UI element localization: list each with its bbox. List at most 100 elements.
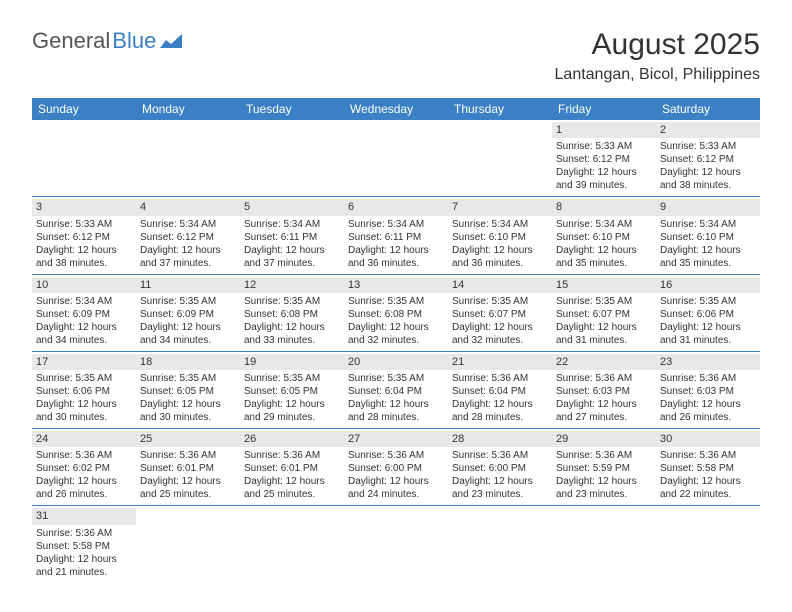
- daylight-line: Daylight: 12 hours and 31 minutes.: [556, 321, 652, 347]
- day-number: 25: [136, 431, 240, 447]
- day-number: 8: [552, 199, 656, 215]
- sunset-line: Sunset: 6:06 PM: [36, 385, 132, 398]
- day-cell: 25Sunrise: 5:36 AMSunset: 6:01 PMDayligh…: [136, 429, 240, 505]
- daylight-line: Daylight: 12 hours and 38 minutes.: [660, 166, 756, 192]
- daylight-line: Daylight: 12 hours and 31 minutes.: [660, 321, 756, 347]
- day-cell: 27Sunrise: 5:36 AMSunset: 6:00 PMDayligh…: [344, 429, 448, 505]
- day-cell: 3Sunrise: 5:33 AMSunset: 6:12 PMDaylight…: [32, 197, 136, 273]
- day-cell: 17Sunrise: 5:35 AMSunset: 6:06 PMDayligh…: [32, 352, 136, 428]
- day-number: 9: [656, 199, 760, 215]
- day-cell: 4Sunrise: 5:34 AMSunset: 6:12 PMDaylight…: [136, 197, 240, 273]
- sunset-line: Sunset: 6:08 PM: [244, 308, 340, 321]
- daylight-line: Daylight: 12 hours and 24 minutes.: [348, 475, 444, 501]
- day-number: 31: [32, 508, 136, 524]
- day-number: 22: [552, 354, 656, 370]
- daylight-line: Daylight: 12 hours and 33 minutes.: [244, 321, 340, 347]
- weekday-header: Thursday: [448, 98, 552, 120]
- day-number: 27: [344, 431, 448, 447]
- day-cell: 24Sunrise: 5:36 AMSunset: 6:02 PMDayligh…: [32, 429, 136, 505]
- sunrise-line: Sunrise: 5:35 AM: [348, 295, 444, 308]
- sunrise-line: Sunrise: 5:36 AM: [36, 449, 132, 462]
- empty-cell: [448, 506, 552, 582]
- sunrise-line: Sunrise: 5:33 AM: [556, 140, 652, 153]
- day-number: 7: [448, 199, 552, 215]
- daylight-line: Daylight: 12 hours and 37 minutes.: [244, 244, 340, 270]
- sunset-line: Sunset: 5:58 PM: [660, 462, 756, 475]
- daylight-line: Daylight: 12 hours and 27 minutes.: [556, 398, 652, 424]
- day-number: 17: [32, 354, 136, 370]
- empty-cell: [136, 506, 240, 582]
- day-cell: 30Sunrise: 5:36 AMSunset: 5:58 PMDayligh…: [656, 429, 760, 505]
- daylight-line: Daylight: 12 hours and 25 minutes.: [244, 475, 340, 501]
- daylight-line: Daylight: 12 hours and 21 minutes.: [36, 553, 132, 579]
- empty-cell: [656, 506, 760, 582]
- daylight-line: Daylight: 12 hours and 28 minutes.: [348, 398, 444, 424]
- sunset-line: Sunset: 5:58 PM: [36, 540, 132, 553]
- sunrise-line: Sunrise: 5:35 AM: [140, 295, 236, 308]
- sunset-line: Sunset: 6:09 PM: [36, 308, 132, 321]
- day-cell: 10Sunrise: 5:34 AMSunset: 6:09 PMDayligh…: [32, 275, 136, 351]
- sunrise-line: Sunrise: 5:35 AM: [140, 372, 236, 385]
- day-number: 11: [136, 277, 240, 293]
- day-number: 21: [448, 354, 552, 370]
- logo: General Blue: [32, 28, 182, 54]
- sunset-line: Sunset: 6:04 PM: [348, 385, 444, 398]
- sunrise-line: Sunrise: 5:34 AM: [140, 218, 236, 231]
- daylight-line: Daylight: 12 hours and 36 minutes.: [452, 244, 548, 270]
- daylight-line: Daylight: 12 hours and 34 minutes.: [140, 321, 236, 347]
- daylight-line: Daylight: 12 hours and 35 minutes.: [660, 244, 756, 270]
- sunrise-line: Sunrise: 5:35 AM: [452, 295, 548, 308]
- empty-cell: [240, 506, 344, 582]
- day-cell: 7Sunrise: 5:34 AMSunset: 6:10 PMDaylight…: [448, 197, 552, 273]
- sunrise-line: Sunrise: 5:36 AM: [452, 372, 548, 385]
- location-text: Lantangan, Bicol, Philippines: [555, 66, 760, 84]
- daylight-line: Daylight: 12 hours and 35 minutes.: [556, 244, 652, 270]
- daylight-line: Daylight: 12 hours and 22 minutes.: [660, 475, 756, 501]
- sunrise-line: Sunrise: 5:34 AM: [244, 218, 340, 231]
- sunset-line: Sunset: 6:07 PM: [556, 308, 652, 321]
- day-cell: 20Sunrise: 5:35 AMSunset: 6:04 PMDayligh…: [344, 352, 448, 428]
- day-cell: 12Sunrise: 5:35 AMSunset: 6:08 PMDayligh…: [240, 275, 344, 351]
- empty-cell: [448, 120, 552, 196]
- sunset-line: Sunset: 6:06 PM: [660, 308, 756, 321]
- sunset-line: Sunset: 6:12 PM: [140, 231, 236, 244]
- day-cell: 11Sunrise: 5:35 AMSunset: 6:09 PMDayligh…: [136, 275, 240, 351]
- day-number: 30: [656, 431, 760, 447]
- week-row: 17Sunrise: 5:35 AMSunset: 6:06 PMDayligh…: [32, 352, 760, 429]
- logo-text-general: General: [32, 28, 110, 54]
- sunset-line: Sunset: 6:10 PM: [660, 231, 756, 244]
- day-number: 4: [136, 199, 240, 215]
- day-number: 15: [552, 277, 656, 293]
- day-cell: 16 Sunrise: 5:35 AMSunset: 6:06 PMDayligh…: [656, 275, 760, 351]
- day-number: 18: [136, 354, 240, 370]
- day-cell: 2Sunrise: 5:33 AMSunset: 6:12 PMDaylight…: [656, 120, 760, 196]
- sunset-line: Sunset: 6:10 PM: [452, 231, 548, 244]
- day-number: 10: [32, 277, 136, 293]
- day-number: 6: [344, 199, 448, 215]
- weekday-header: Tuesday: [240, 98, 344, 120]
- day-number: 29: [552, 431, 656, 447]
- sunrise-line: Sunrise: 5:35 AM: [660, 295, 756, 308]
- day-cell: 5Sunrise: 5:34 AMSunset: 6:11 PMDaylight…: [240, 197, 344, 273]
- sunrise-line: Sunrise: 5:36 AM: [140, 449, 236, 462]
- sunrise-line: Sunrise: 5:36 AM: [556, 372, 652, 385]
- daylight-line: Daylight: 12 hours and 30 minutes.: [36, 398, 132, 424]
- daylight-line: Daylight: 12 hours and 26 minutes.: [660, 398, 756, 424]
- empty-cell: [136, 120, 240, 196]
- sunset-line: Sunset: 6:03 PM: [660, 385, 756, 398]
- day-number: 1: [552, 122, 656, 138]
- day-number: 16: [656, 277, 760, 293]
- day-cell: 26Sunrise: 5:36 AMSunset: 6:01 PMDayligh…: [240, 429, 344, 505]
- daylight-line: Daylight: 12 hours and 30 minutes.: [140, 398, 236, 424]
- sunset-line: Sunset: 6:11 PM: [348, 231, 444, 244]
- sunrise-line: Sunrise: 5:34 AM: [556, 218, 652, 231]
- daylight-line: Daylight: 12 hours and 32 minutes.: [348, 321, 444, 347]
- sunrise-line: Sunrise: 5:36 AM: [452, 449, 548, 462]
- daylight-line: Daylight: 12 hours and 39 minutes.: [556, 166, 652, 192]
- sunrise-line: Sunrise: 5:36 AM: [348, 449, 444, 462]
- day-cell: 15Sunrise: 5:35 AMSunset: 6:07 PMDayligh…: [552, 275, 656, 351]
- day-number: 5: [240, 199, 344, 215]
- sunset-line: Sunset: 6:07 PM: [452, 308, 548, 321]
- weekday-header: Saturday: [656, 98, 760, 120]
- weekday-header: Sunday: [32, 98, 136, 120]
